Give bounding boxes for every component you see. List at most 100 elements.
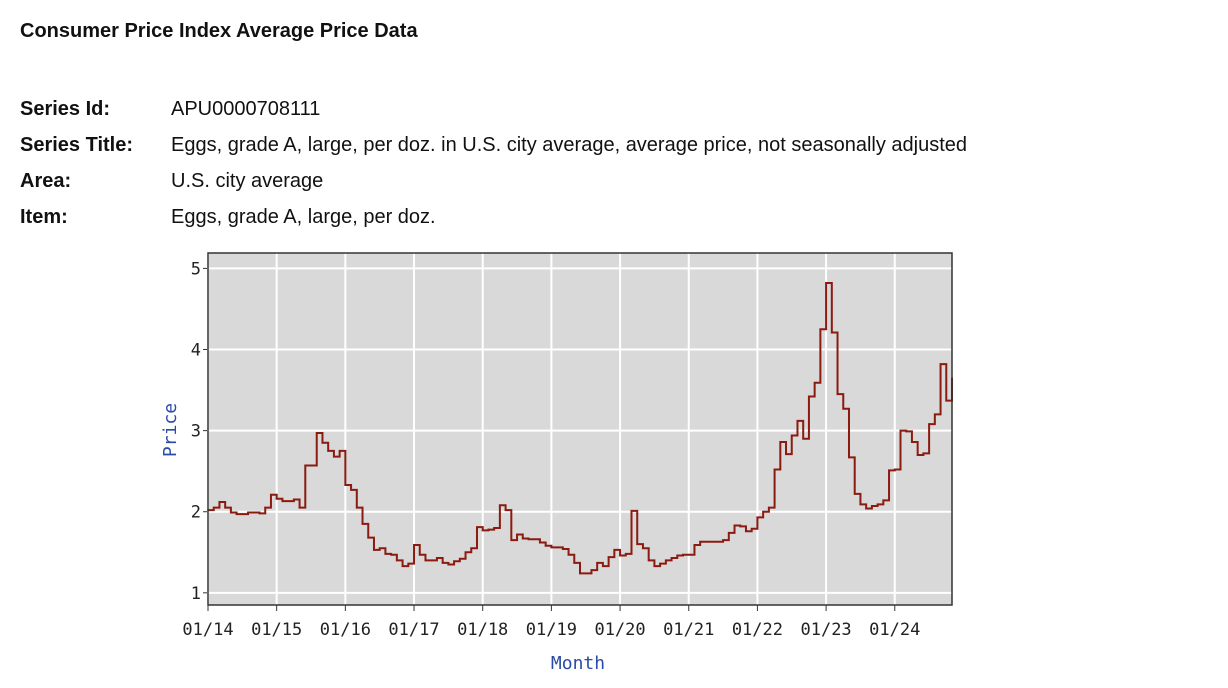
data-point — [928, 423, 930, 425]
data-point — [607, 556, 610, 558]
data-point — [413, 544, 415, 546]
data-point — [670, 557, 673, 559]
data-point — [430, 559, 433, 562]
x-tick-label: 01/22 — [732, 620, 783, 640]
data-point — [676, 554, 679, 557]
data-point — [521, 537, 524, 540]
field-label: Item: — [20, 206, 68, 228]
data-point — [613, 549, 616, 551]
x-tick-label: 01/14 — [182, 620, 233, 640]
data-point — [899, 429, 902, 432]
field-label: Area: — [20, 170, 72, 192]
data-point — [470, 547, 473, 550]
data-point — [859, 503, 862, 506]
data-point — [733, 524, 736, 527]
data-point — [315, 432, 318, 434]
data-point — [842, 407, 845, 410]
data-point — [510, 539, 513, 541]
x-tick-label: 01/18 — [457, 620, 508, 640]
data-point — [384, 553, 387, 555]
data-point — [235, 513, 238, 515]
x-tick-label: 01/24 — [869, 620, 920, 640]
data-point — [562, 548, 564, 550]
data-point — [853, 493, 856, 495]
x-axis-label: Month — [551, 653, 605, 674]
data-point — [281, 500, 284, 502]
data-point — [275, 497, 278, 500]
x-tick-label: 01/20 — [594, 620, 645, 640]
data-point — [916, 454, 919, 456]
data-point — [745, 530, 747, 532]
data-point — [848, 456, 850, 459]
data-point — [750, 527, 753, 530]
data-point — [619, 554, 621, 557]
data-point — [441, 562, 444, 564]
x-tick-label: 01/23 — [800, 620, 851, 640]
data-point — [212, 506, 215, 509]
data-point — [945, 399, 948, 402]
data-point — [934, 413, 936, 416]
data-point — [390, 553, 392, 556]
y-tick-label: 1 — [191, 584, 201, 604]
data-point — [693, 544, 696, 546]
data-point — [808, 395, 810, 398]
data-point — [453, 560, 455, 563]
y-tick-label: 5 — [191, 259, 201, 279]
x-tick-label: 01/16 — [320, 620, 371, 640]
data-point — [630, 510, 633, 512]
data-point — [407, 562, 410, 565]
data-point — [293, 498, 295, 501]
data-point — [476, 526, 478, 528]
data-point — [424, 559, 427, 562]
data-point — [499, 504, 501, 507]
data-point — [836, 393, 839, 395]
data-point — [682, 553, 684, 556]
data-point — [459, 557, 461, 560]
data-point — [722, 539, 724, 541]
data-point — [401, 565, 404, 567]
plot-background — [208, 253, 952, 605]
data-point — [361, 523, 364, 525]
field-value: U.S. city average — [171, 170, 324, 192]
data-point — [350, 489, 352, 491]
x-tick-label: 01/17 — [388, 620, 439, 640]
page-title: Consumer Price Index Average Price Data — [20, 20, 418, 42]
data-point — [356, 506, 358, 509]
data-point — [876, 503, 879, 506]
data-point — [378, 547, 381, 550]
data-point — [796, 420, 799, 422]
data-point — [762, 510, 764, 513]
data-point — [447, 563, 450, 566]
data-point — [659, 562, 661, 565]
data-point — [436, 557, 438, 559]
y-tick-label: 4 — [191, 341, 201, 361]
data-point — [665, 559, 667, 562]
data-point — [893, 468, 896, 471]
x-tick-label: 01/19 — [526, 620, 577, 640]
data-point — [602, 565, 604, 567]
data-point — [396, 559, 398, 562]
data-point — [647, 559, 650, 562]
data-point — [636, 543, 639, 545]
data-point — [464, 551, 467, 554]
data-point — [504, 509, 507, 511]
field-label: Series Id: — [20, 98, 111, 120]
data-point — [287, 500, 289, 502]
data-point — [327, 450, 329, 452]
y-tick-label: 3 — [191, 422, 201, 442]
data-point — [481, 529, 484, 532]
data-point — [258, 512, 261, 515]
data-point — [367, 536, 370, 539]
data-point — [768, 506, 770, 509]
data-point — [790, 434, 793, 437]
data-point — [310, 464, 312, 467]
data-point — [373, 549, 375, 551]
data-point — [252, 511, 255, 514]
data-point — [882, 499, 885, 502]
field-value: Eggs, grade A, large, per doz. — [171, 206, 436, 228]
data-point — [802, 437, 804, 440]
y-tick-label: 2 — [191, 503, 201, 523]
data-point — [298, 506, 301, 509]
data-point — [590, 569, 593, 571]
